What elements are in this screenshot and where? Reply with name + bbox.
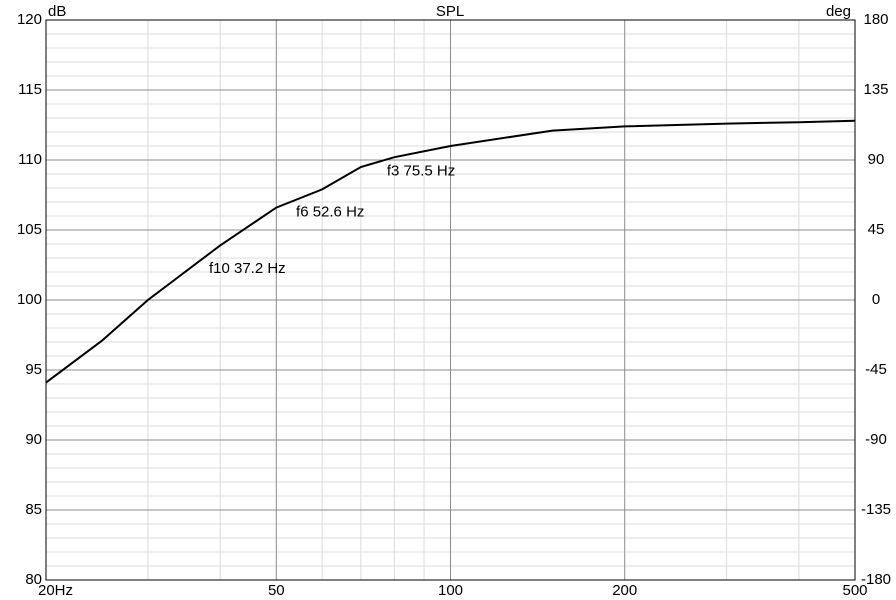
annotation: f3 75.5 Hz — [387, 162, 455, 179]
y-tick-label: 95 — [25, 361, 42, 378]
annotation: f6 52.6 Hz — [296, 204, 364, 221]
chart-title: SPL — [436, 3, 464, 20]
y2-tick-label: 0 — [872, 291, 880, 308]
y2-tick-label: -90 — [865, 431, 887, 448]
y-tick-label: 90 — [25, 431, 42, 448]
y-tick-label: 115 — [18, 81, 42, 98]
y-axis-label: dB — [48, 3, 66, 20]
y-tick-label: 100 — [17, 291, 42, 308]
y2-tick-label: -45 — [865, 361, 887, 378]
x-tick-label: 200 — [612, 582, 637, 599]
plot-frame — [45, 19, 856, 581]
y-tick-label: 80 — [25, 571, 42, 588]
y2-tick-label: 90 — [868, 151, 885, 168]
y-tick-label: 120 — [17, 11, 42, 28]
x-tick-label: 20Hz — [38, 582, 73, 599]
x-tick-label: 100 — [438, 582, 463, 599]
y-tick-label: 110 — [18, 151, 42, 168]
y2-tick-label: -135 — [861, 501, 891, 518]
x-tick-label: 50 — [268, 582, 285, 599]
y2-tick-label: -180 — [861, 571, 891, 588]
y2-tick-label: 180 — [863, 11, 888, 28]
y2-tick-label: 45 — [868, 221, 885, 238]
y2-axis-label: deg — [826, 3, 851, 20]
annotation: f10 37.2 Hz — [209, 260, 286, 277]
y2-tick-label: 135 — [863, 81, 888, 98]
x-tick-label: 500 — [842, 582, 867, 599]
y-tick-label: 105 — [17, 221, 42, 238]
y-tick-label: 85 — [25, 501, 42, 518]
line — [45, 119, 856, 384]
